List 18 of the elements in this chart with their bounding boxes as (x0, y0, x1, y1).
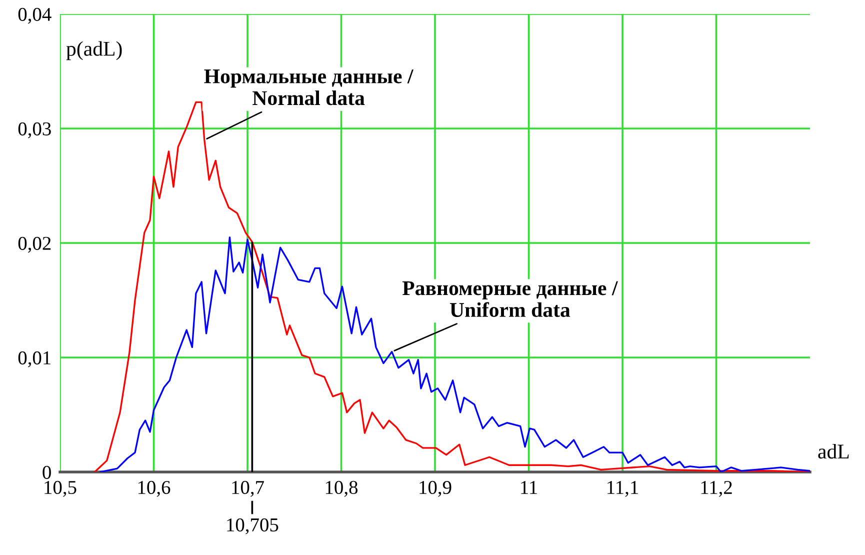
x-tick-label: 10,5 (44, 480, 76, 497)
x-tick-label: 10,9 (420, 480, 452, 497)
annotation: Равномерные данные / Uniform data (402, 281, 618, 317)
y-tick-label: 0,02 (18, 236, 51, 253)
y-tick-label: 0,03 (18, 122, 51, 138)
y-tick-label: 0 (42, 466, 51, 479)
y-tick-label: 0,01 (18, 351, 50, 368)
x-tick-label: 11 (521, 480, 537, 494)
x-tick-label: 10,8 (326, 480, 358, 497)
ref-line-label: 10,705 (227, 518, 278, 534)
y-axis-title: p(adL) (66, 41, 122, 60)
x-tick-label: 10,6 (138, 480, 170, 497)
annotation: Нормальные данные / Normal data (204, 69, 414, 106)
y-tick-label: 0,04 (18, 8, 52, 24)
x-tick-label: 11,2 (701, 480, 732, 497)
x-axis-title: adL (818, 444, 849, 459)
x-tick-label: 11,1 (608, 480, 638, 497)
x-tick-label: 10,7 (232, 480, 264, 497)
